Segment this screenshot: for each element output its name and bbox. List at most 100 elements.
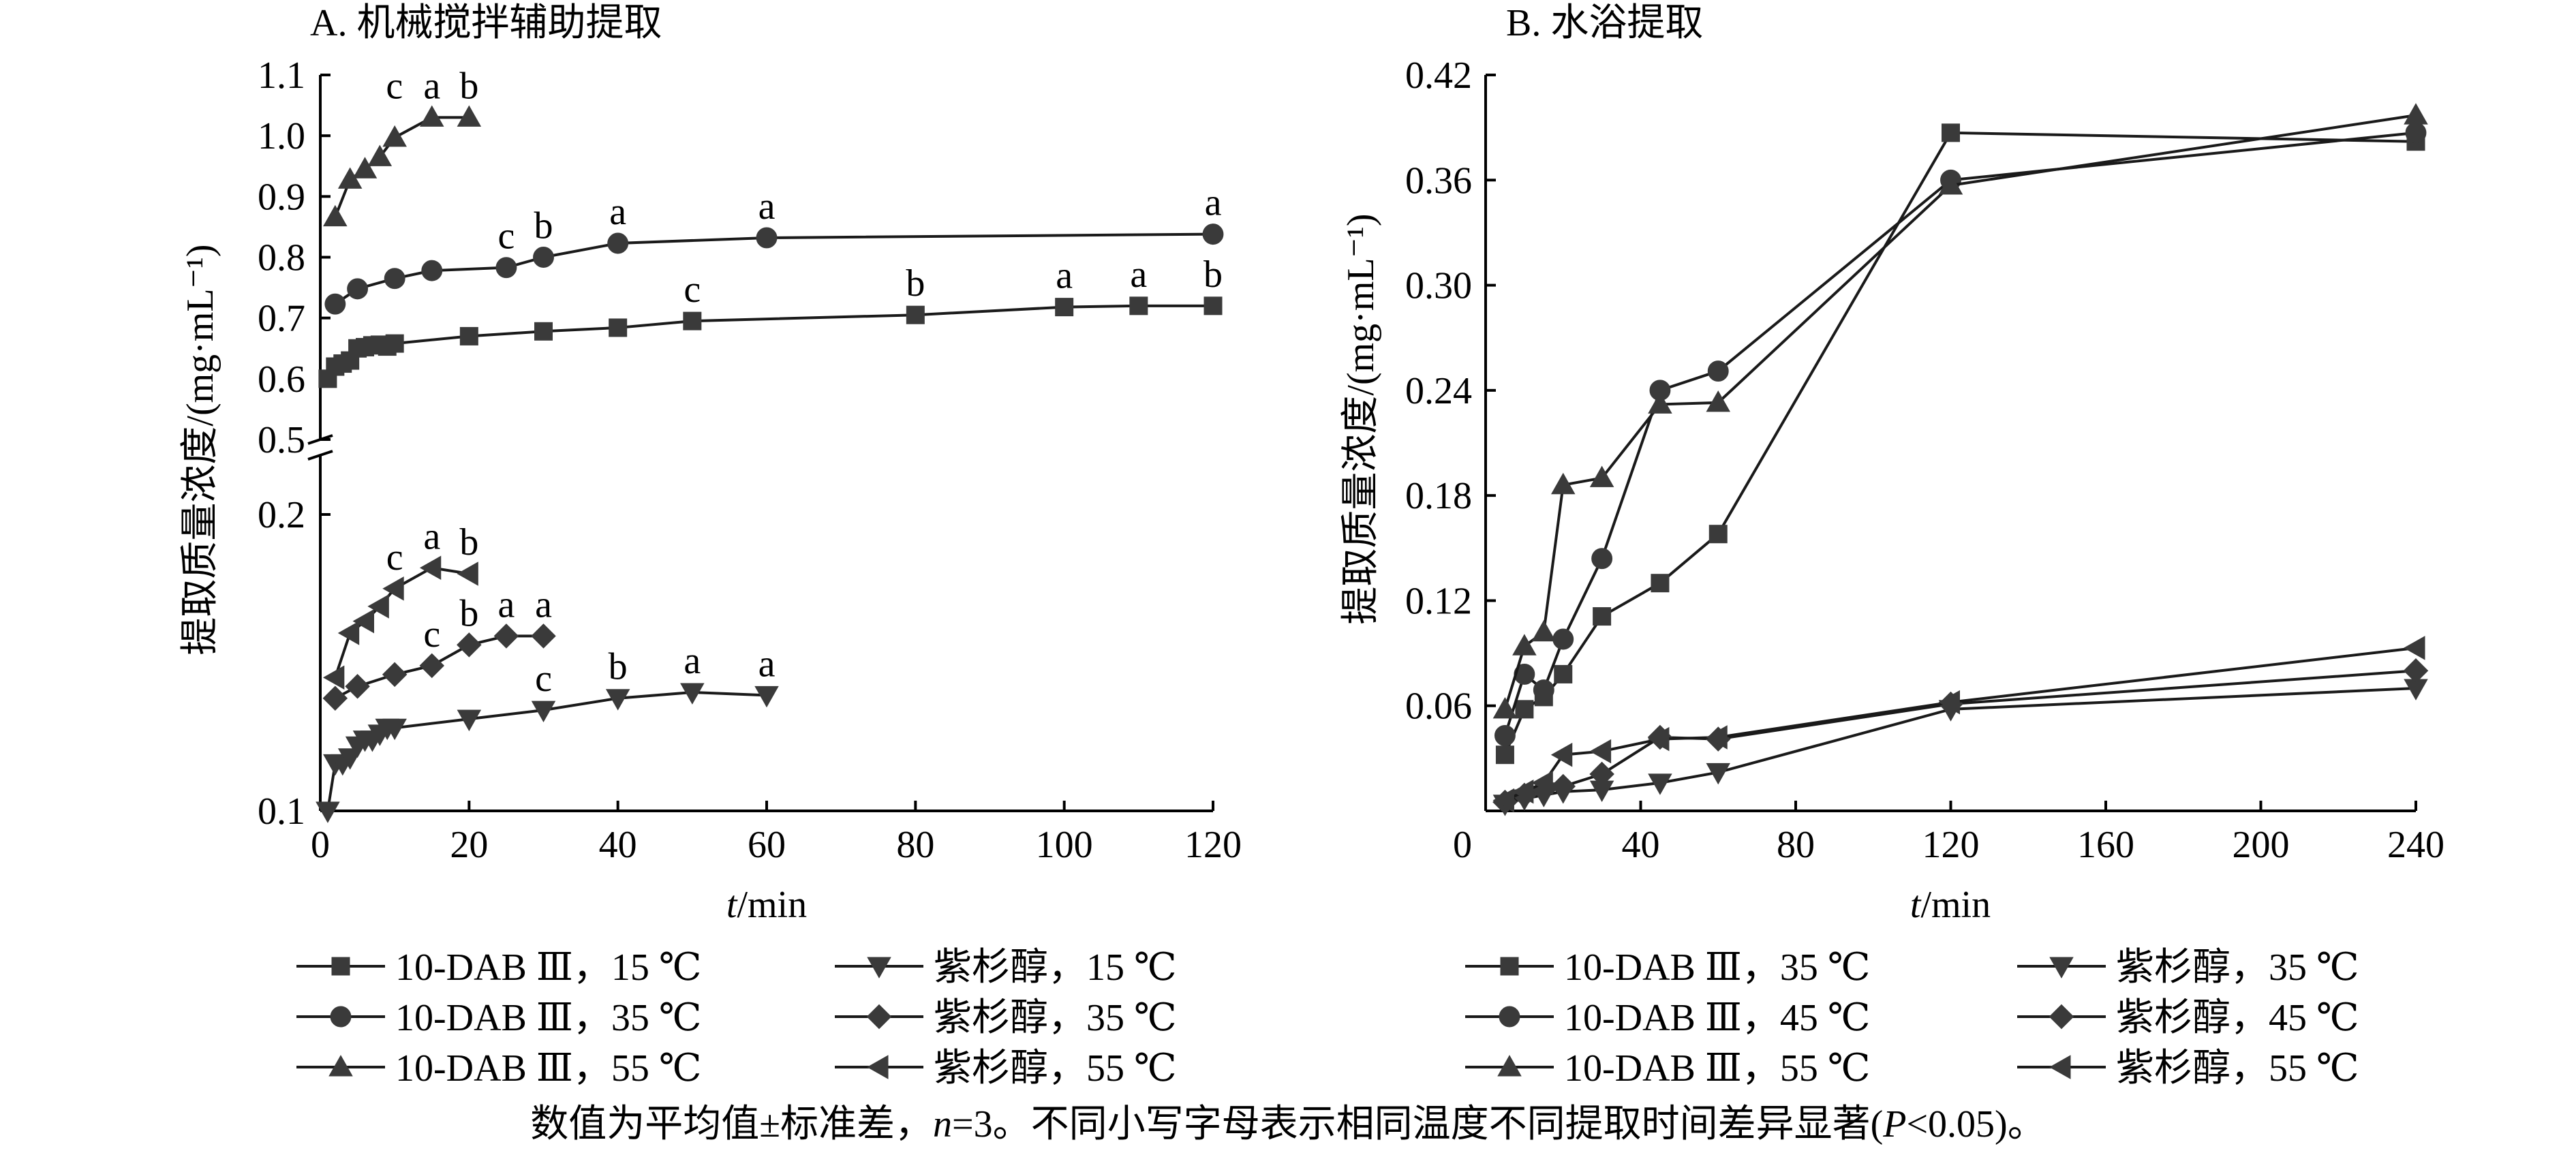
panel-a-point	[531, 700, 556, 723]
panel-b-y-tick-label: 0.42	[1405, 55, 1472, 97]
panel-a-y-tick-label: 1.1	[258, 55, 305, 97]
panel-b-xlabel: t/min	[1910, 884, 1991, 926]
panel-a-point	[906, 305, 925, 324]
legend-label: 紫杉醇，55 ℃	[2116, 1047, 2359, 1090]
legend-marker	[1499, 1006, 1520, 1028]
legend-label: 10-DAB Ⅲ，35 ℃	[395, 997, 702, 1039]
panel-a-y-tick-label: 0.6	[258, 358, 305, 401]
panel-b-series	[1492, 103, 2429, 816]
panel-a-point	[322, 665, 345, 690]
panel-a-annotation: a	[535, 583, 552, 626]
panel-a-annotation: b	[906, 262, 925, 305]
panel-b-point	[1706, 763, 1731, 785]
panel-a-point	[459, 326, 478, 345]
panel-b-series-line	[1504, 646, 2417, 802]
panel-b-point	[1938, 690, 1960, 715]
panel-b-x-ticks: 40 80 120 160 200 240	[1484, 801, 2444, 866]
panel-b-point	[1550, 773, 1576, 799]
panel-b-y-tick-label: 0.06	[1405, 686, 1472, 728]
panel-a-annotation: c	[423, 613, 440, 656]
legend-label: 10-DAB Ⅲ，15 ℃	[395, 946, 702, 989]
panel-a-point	[1055, 298, 1074, 317]
footnote: 数值为平均值±标准差，n=3。不同小写字母表示相同温度不同提取时间差异显著(P<…	[530, 1103, 2045, 1145]
panel-b-title: B. 水浴提取	[1506, 2, 1703, 44]
panel-b-legend-entry: 紫杉醇，55 ℃	[2017, 1047, 2359, 1090]
panel-a-legend-entry: 10-DAB Ⅲ，55 ℃	[296, 1047, 702, 1090]
panel-a-annotation: a	[1205, 182, 1222, 224]
panel-a-legend-entry: 紫杉醇，35 ℃	[835, 997, 1177, 1039]
panel-b-y-tick-label: 0.36	[1405, 159, 1472, 202]
panel-a-point	[324, 293, 346, 315]
panel-a-xlabel: t/min	[726, 884, 807, 926]
panel-a-annotation: c	[535, 658, 552, 700]
panel-b-legend-entry: 10-DAB Ⅲ，45 ℃	[1465, 997, 1871, 1039]
panel-a-series-line	[333, 116, 470, 218]
panel-a-annotation: a	[758, 643, 776, 685]
panel-b-y-tick-label: 0.30	[1405, 265, 1472, 307]
legend-marker	[867, 957, 891, 979]
panel-a-annotation: b	[459, 592, 478, 634]
panel-a-point	[382, 662, 408, 688]
panel-a-point	[534, 322, 553, 341]
panel-a-x-tick-label: 100	[1036, 824, 1093, 866]
panel-b-x-tick-label: 200	[2233, 824, 2290, 866]
panel-a-series	[316, 105, 1224, 823]
panel-a-point	[382, 125, 407, 147]
panel-a-point	[493, 623, 519, 649]
panel-a-point	[419, 653, 445, 679]
panel-a-annotations: c a bc b a a ac b a a bc a bc b a ac b a a	[386, 65, 1223, 700]
panel-a-ylabel: 提取质量浓度/(mg·mL⁻¹)	[179, 244, 221, 655]
panel-a-point	[322, 686, 348, 711]
panel-b-y-ticks: 0.06 0.12 0.18 0.24 0.30 0.36 0.42 0	[1405, 55, 1496, 866]
legend-marker	[330, 1006, 352, 1028]
panel-b-point	[1942, 123, 1960, 142]
panel-a-x-tick-label: 0	[311, 824, 330, 866]
legend-label: 10-DAB Ⅲ，45 ℃	[1564, 997, 1871, 1039]
panel-b-point	[1591, 548, 1613, 570]
legend-label: 10-DAB Ⅲ，55 ℃	[395, 1047, 702, 1090]
panel-a-x-tick-label: 60	[748, 824, 786, 866]
panel-a-annotation: a	[423, 515, 440, 557]
panel-b-point	[1706, 390, 1731, 412]
panel-a-point	[680, 683, 705, 705]
panel-a-y-tick-label: 1.0	[258, 115, 305, 157]
panel-b-series-line	[1504, 669, 2417, 804]
panel-a-point	[419, 105, 444, 127]
legend-marker	[331, 957, 350, 976]
panel-b-point	[1648, 726, 1670, 752]
panel-b-point	[1533, 679, 1554, 701]
panel-a-point	[756, 227, 778, 249]
panel-a-annotation: b	[1203, 253, 1223, 296]
panel-a-y-tick-label: 0.9	[258, 176, 305, 218]
panel-a-point	[754, 686, 779, 708]
panel-b-point	[1531, 771, 1553, 795]
panel-b-point	[1593, 607, 1612, 626]
panel-b-point	[1492, 696, 1518, 719]
legend-marker	[866, 1004, 892, 1030]
panel-a-legend-entry: 紫杉醇，15 ℃	[835, 946, 1177, 989]
panel-b-point	[1589, 465, 1614, 487]
legend-marker	[1497, 1055, 1522, 1077]
panel-a-annotation: a	[758, 185, 776, 228]
panel-a-point	[533, 247, 554, 268]
panel-a-y-tick-label: 0.1	[258, 790, 305, 833]
panel-a-point	[337, 621, 360, 645]
panel-a-annotation: a	[423, 65, 440, 107]
panel-a-point	[419, 555, 442, 581]
panel-b-point	[1495, 745, 1514, 765]
panel-b-series-line	[1503, 131, 2417, 737]
panel-b-y-tick-label: 0.24	[1405, 370, 1472, 412]
panel-a-x-tick-label: 40	[599, 824, 637, 866]
panel-a-point	[421, 260, 443, 281]
panel-a-point	[457, 709, 482, 732]
panel-a-point	[367, 144, 393, 166]
panel-b-series-line	[1503, 114, 2417, 710]
panel-b-y-tick-label: 0.18	[1405, 475, 1472, 517]
panel-b-point	[1512, 634, 1537, 656]
panel-a-legend-entry: 10-DAB Ⅲ，35 ℃	[296, 997, 702, 1039]
panel-b-point	[2404, 103, 2428, 125]
legend-label: 紫杉醇，15 ℃	[934, 946, 1177, 989]
panel-a-y-tick-label: 0.8	[258, 237, 305, 279]
legend-marker	[2049, 1055, 2071, 1079]
panel-a-point	[384, 268, 405, 290]
